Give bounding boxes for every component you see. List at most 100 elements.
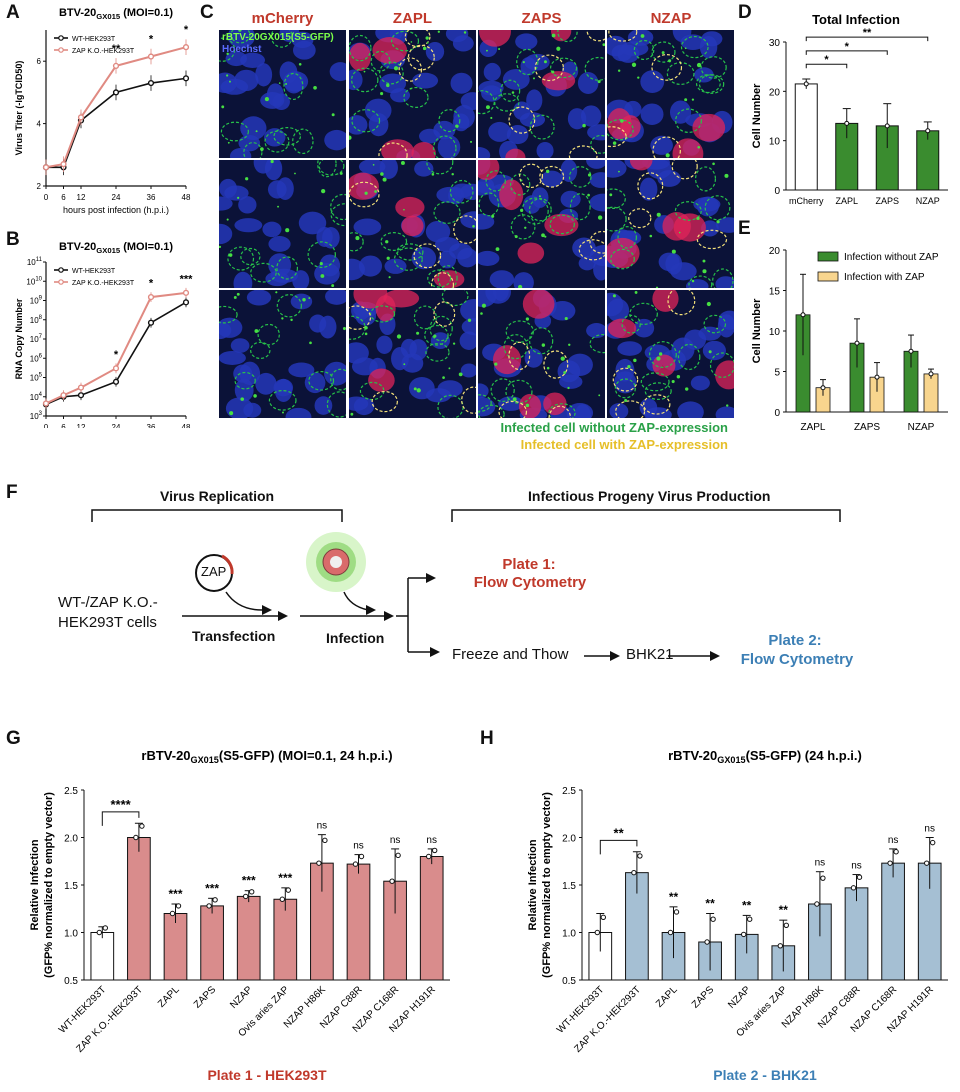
infected-outline-green [589,334,605,354]
infected-outline-yellow [453,215,476,244]
nucleus [219,178,237,198]
gfp-dot [568,343,571,346]
infected-outline-green [516,48,539,76]
nucleus [219,196,233,211]
nucleus [227,30,256,49]
gfp-dot [546,366,550,370]
infected-outline-green [698,74,725,94]
micrograph-canvas [219,160,346,288]
infected-outline-green [649,341,677,369]
data-point [182,289,190,296]
gfp-dot [270,160,274,164]
data-point [844,120,850,126]
micrograph-canvas [349,30,476,158]
infected-outline-green [449,179,474,204]
gfp-dot [668,59,672,63]
legend-marker-1 [58,279,64,285]
data-point [893,849,899,855]
micrograph-canvas [478,290,605,418]
gfp-dot [245,177,249,181]
mcherry-cell [522,290,555,319]
nucleus [409,339,428,361]
gfp-dot [380,172,384,176]
mcherry-cell [349,172,379,200]
data-point [594,929,601,936]
y-tick-label: 107 [30,334,43,344]
gfp-dot [226,52,229,56]
nucleus [587,124,605,141]
label-progeny: Infectious Progeny Virus Production [528,488,771,504]
significance-mark: * [845,41,850,53]
gfp-dot [525,317,530,321]
gfp-dot [320,274,325,278]
significance-bracket [101,811,140,826]
gfp-dot [702,259,706,263]
infected-outline-yellow [407,44,435,71]
data-point [358,853,365,860]
nucleus [234,69,259,92]
gfp-dot [363,70,366,73]
gfp-dot [518,284,523,288]
data-point [884,123,890,129]
x-tick-label: mCherry [789,196,824,206]
gfp-dot [410,87,412,90]
bar-NZAP-1 [923,373,939,413]
nucleus [264,128,286,147]
nucleus [498,396,524,411]
nucleus [690,375,710,391]
micrograph-canvas [607,160,734,288]
infected-outline-green [437,394,464,418]
nucleus [240,52,265,68]
gfp-dot [281,317,284,320]
micrograph-canvas [478,160,605,288]
y-tick-label: 105 [30,373,43,383]
gfp-dot [587,173,592,177]
infected-outline-green [240,247,261,266]
x-axis-label: hours post infection (h.p.i.) [63,205,169,215]
infected-outline-green [403,86,429,109]
gfp-dot [277,205,279,208]
infected-outline-green [490,378,515,402]
y-tick-label: 15 [769,287,781,298]
chart-title: Total Infection [812,12,900,27]
data-point [395,852,401,859]
infected-outline-green [441,290,469,307]
gfp-dot [697,145,701,149]
gfp-dot [451,172,454,176]
nucleus [234,378,254,402]
nucleus [265,271,290,287]
gfp-dot [661,51,665,55]
x-tick-label: ZAPL [800,422,825,433]
infected-outline-green [651,41,676,63]
data-point [710,916,716,922]
nucleus [488,121,512,142]
x-tick-label: 12 [77,423,86,428]
nucleus [560,190,581,208]
significance-mark: ns [353,841,364,852]
x-tick-label: ZAPS [192,984,218,1010]
infected-outline-green [330,203,346,227]
panel-letter-f: F [6,482,18,503]
legend-marker-0 [58,35,64,41]
data-point [147,79,155,87]
panel-letter-g: G [6,728,21,749]
bar-mCherry [794,83,818,191]
nucleus [364,98,392,123]
gfp-dot [426,41,429,44]
nucleus [580,105,602,127]
gfp-dot [431,173,435,176]
infected-outline-green [614,378,636,399]
infected-outline-green [629,302,658,325]
bar-5 [273,898,298,981]
gfp-dot [532,77,535,80]
gfp-dot [364,332,368,336]
gfp-dot [425,36,429,40]
infected-outline-yellow [378,142,408,158]
nucleus [559,374,583,389]
data-point [741,931,747,938]
data-point [249,889,255,895]
infected-outline-yellow [433,301,456,327]
mcherry-cell [673,213,706,242]
nucleus [425,220,451,243]
y-tick-label: 0.5 [562,976,576,987]
